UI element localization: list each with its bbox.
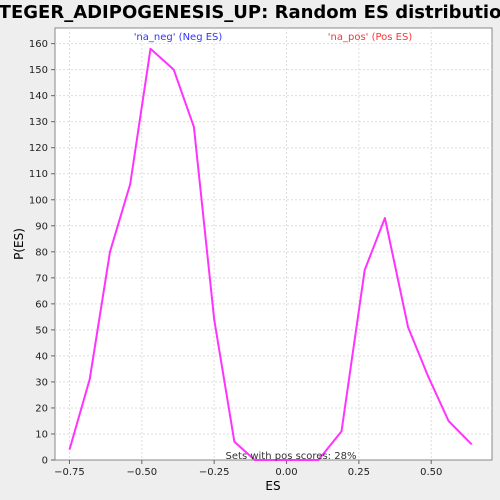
y-tick-label: 0 xyxy=(42,456,48,467)
y-tick-label: 160 xyxy=(29,39,48,50)
y-tick-label: 120 xyxy=(29,143,48,154)
y-tick-label: 30 xyxy=(35,377,48,388)
y-tick-label: 20 xyxy=(35,403,48,414)
x-tick-label: −0.75 xyxy=(54,467,85,478)
legend-pos-label: 'na_pos' (Pos ES) xyxy=(328,32,413,43)
y-tick-label: 140 xyxy=(29,91,48,102)
y-tick-label: 50 xyxy=(35,325,48,336)
y-axis-label: P(ES) xyxy=(12,228,26,260)
y-tick-label: 60 xyxy=(35,299,48,310)
chart-title: STEGER_ADIPOGENESIS_UP: Random ES distri… xyxy=(0,2,500,23)
legend-neg-label: 'na_neg' (Neg ES) xyxy=(134,32,223,43)
pos-score-annotation: Sets with pos scores: 28% xyxy=(226,451,357,462)
x-tick-label: −0.25 xyxy=(199,467,230,478)
series-layer xyxy=(68,47,473,461)
y-tick-label: 130 xyxy=(29,117,48,128)
y-tick-label: 90 xyxy=(35,221,48,232)
es-distribution-line xyxy=(68,47,473,461)
y-tick-label: 150 xyxy=(29,65,48,76)
plot-area xyxy=(54,27,493,461)
x-tick-label: 0.25 xyxy=(348,467,370,478)
axes: 0 10 20 30 40 50 60 70 80 90 100 110 120 130 140 150 160… xyxy=(29,39,442,478)
x-axis-label: ES xyxy=(265,479,280,493)
x-tick-label: −0.50 xyxy=(126,467,157,478)
y-tick-label: 10 xyxy=(35,429,48,440)
y-tick-label: 40 xyxy=(35,351,48,362)
y-tick-label: 110 xyxy=(29,169,48,180)
x-tick-label: 0.00 xyxy=(275,467,297,478)
y-tick-label: 70 xyxy=(35,273,48,284)
y-tick-label: 80 xyxy=(35,247,48,258)
x-tick-label: 0.50 xyxy=(420,467,442,478)
y-tick-label: 100 xyxy=(29,195,48,206)
